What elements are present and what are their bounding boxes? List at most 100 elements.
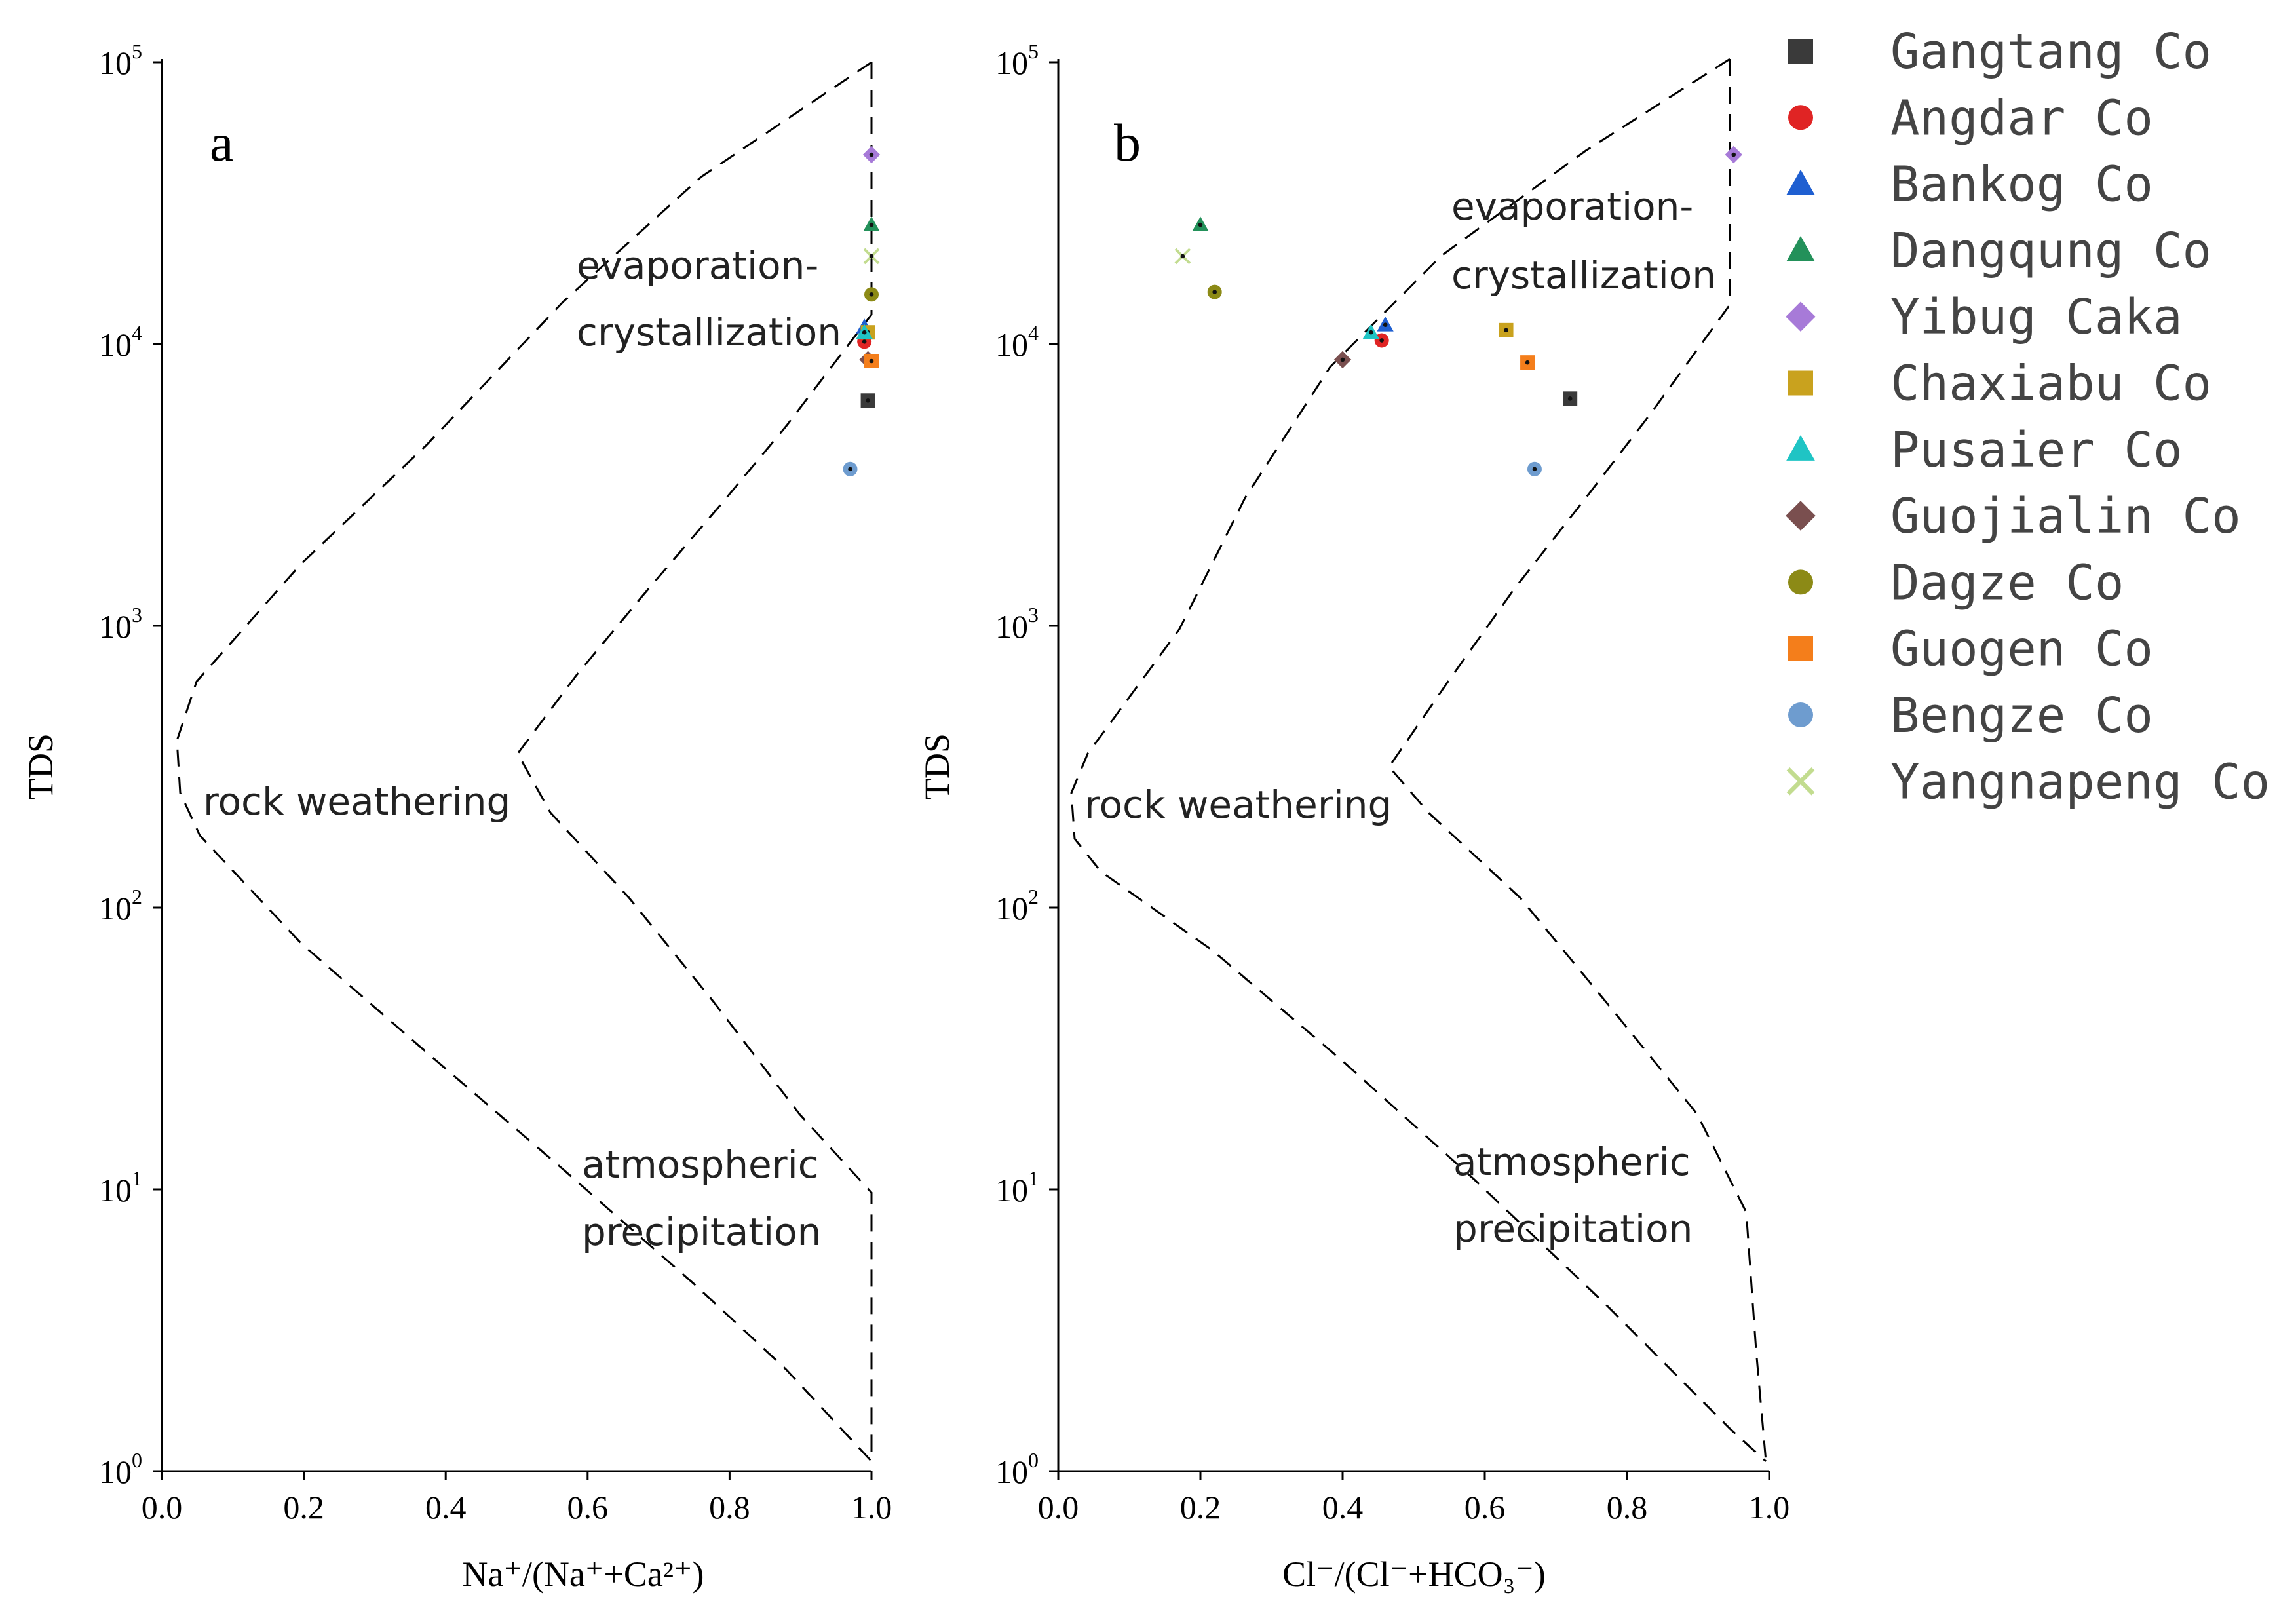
legend-marker-bankog-co <box>1786 169 1815 195</box>
panel-b-y-axis-title: TDS <box>917 733 957 800</box>
panel-b-x-tick-label-1: 0.2 <box>1180 1489 1221 1526</box>
panel-a-point-guogen-co-center <box>869 358 874 364</box>
legend-label-angdar-co: Angdar Co <box>1890 90 2153 146</box>
panel-b-y-tick-label-0: 100 <box>995 1448 1039 1490</box>
panel-b-atmospheric-label-2: precipitation <box>1453 1206 1693 1251</box>
legend-marker-dangqung-co <box>1786 236 1815 261</box>
legend-marker-gangtang-co <box>1788 39 1813 64</box>
panel-b-right-boundary <box>1388 59 1767 1462</box>
legend-marker-dagze-co <box>1788 569 1813 595</box>
panel-b-x-tick-label-5: 1.0 <box>1749 1489 1790 1526</box>
panel-a-left-boundary <box>176 61 873 1463</box>
panel-b-point-guogen-co-center <box>1525 360 1530 365</box>
panel-b-point-pusaier-co-center <box>1369 330 1373 335</box>
panel-a-letter: a <box>210 113 233 172</box>
legend-marker-chaxiabu-co <box>1788 370 1813 396</box>
legend-label-yibug-caka: Yibug Caka <box>1890 289 2183 345</box>
legend-marker-bengze-co <box>1788 702 1813 727</box>
panel-b-point-angdar-co-center <box>1379 338 1384 343</box>
panel-b-x-tick-label-3: 0.6 <box>1464 1489 1506 1526</box>
panel-a-evaporation-label-1: evaporation- <box>577 243 818 288</box>
panel-a-atmospheric-label-1: atmospheric <box>582 1142 819 1187</box>
panel-b-y-tick-label-2: 102 <box>995 885 1039 927</box>
panel-a-y-tick-base-3: 10 <box>99 608 132 645</box>
panel-a-x-tick-label-4: 0.8 <box>709 1489 750 1526</box>
panel-a-point-angdar-co-center <box>862 339 867 344</box>
panel-b-evaporation-label-1: evaporation- <box>1451 184 1693 229</box>
panel-a-x-tick-label-1: 0.2 <box>283 1489 324 1526</box>
panel-a-evaporation-label-2: crystallization <box>577 310 841 355</box>
panel-a-y-tick-base-5: 10 <box>99 45 132 81</box>
panel-b-x-tick-label-0: 0.0 <box>1038 1489 1079 1526</box>
panel-b-point-yibug-caka-center <box>1731 152 1736 157</box>
panel-a-x-tick-label-2: 0.4 <box>425 1489 467 1526</box>
legend-marker-pusaier-co <box>1786 434 1815 461</box>
panel-a-y-tick-label-0: 100 <box>99 1448 142 1490</box>
panel-b-point-guojialin-co-center <box>1340 357 1345 362</box>
panel-a-y-axis-title: TDS <box>21 733 60 800</box>
panel-b-y-tick-base-3: 10 <box>995 608 1028 645</box>
legend-label-dagze-co: Dagze Co <box>1890 554 2124 611</box>
legend-label-bengze-co: Bengze Co <box>1890 687 2153 744</box>
panel-a-x-tick-label-0: 0.0 <box>142 1489 183 1526</box>
panel-a-point-bengze-co-center <box>848 467 852 472</box>
legend-label-pusaier-co: Pusaier Co <box>1890 422 2183 478</box>
legend: Gangtang Co Angdar Co Bankog Co Dangqung Co… <box>1786 24 2270 810</box>
legend-marker-angdar-co <box>1788 105 1813 130</box>
panel-b-point-dangqung-co-center <box>1198 222 1203 227</box>
panel-a-point-dagze-co-center <box>869 292 874 297</box>
panel-a-y-tick-exp-5: 5 <box>132 39 142 63</box>
panel-b-point-dagze-co-center <box>1212 290 1217 294</box>
legend-label-bankog-co: Bankog Co <box>1890 157 2153 213</box>
legend-label-guojialin-co: Guojialin Co <box>1890 488 2241 545</box>
panel-a-y-tick-exp-1: 1 <box>132 1166 142 1190</box>
panel-b-y-tick-base-2: 10 <box>995 890 1028 927</box>
panel-a-x-axis-title: Na⁺/(Na⁺+Ca²⁺) <box>462 1554 704 1594</box>
panel-a-y-tick-base-0: 10 <box>99 1453 132 1490</box>
panel-a-point-dangqung-co-center <box>869 222 874 227</box>
panel-b-y-tick-label-3: 103 <box>995 603 1039 645</box>
panel-b-y-tick-base-1: 10 <box>995 1172 1028 1208</box>
panel-a-point-gangtang-co-center <box>866 398 870 403</box>
legend-marker-guojialin-co <box>1786 501 1816 531</box>
panel-a-y-tick-label-1: 101 <box>99 1166 142 1208</box>
legend-label-guogen-co: Guogen Co <box>1890 621 2153 678</box>
legend-label-gangtang-co: Gangtang Co <box>1890 24 2211 80</box>
panel-a-y-tick-exp-2: 2 <box>132 885 142 908</box>
legend-label-chaxiabu-co: Chaxiabu Co <box>1890 356 2211 412</box>
panel-b-y-tick-exp-3: 3 <box>1028 603 1039 626</box>
panel-b-point-chaxiabu-co-center <box>1504 328 1508 333</box>
panel-b-rock-weathering-label: rock weathering <box>1084 782 1392 827</box>
panel-b-x-tick-label-4: 0.8 <box>1607 1489 1648 1526</box>
panel-b-y-tick-base-4: 10 <box>995 326 1028 363</box>
panel-b-evaporation-label-2: crystallization <box>1451 253 1716 298</box>
panel-b-y-tick-exp-2: 2 <box>1028 885 1039 908</box>
panel-a-rock-weathering-label: rock weathering <box>203 779 510 824</box>
panel-a-x-tick-label-3: 0.6 <box>567 1489 609 1526</box>
panel-a-x-tick-label-5: 1.0 <box>851 1489 892 1526</box>
panel-b-point-bankog-co-center <box>1383 322 1388 327</box>
panel-a-point-yibug-caka-center <box>869 152 874 157</box>
panel-b-y-tick-base-0: 10 <box>995 1453 1028 1490</box>
panel-b-y-tick-exp-0: 0 <box>1028 1448 1039 1472</box>
panel-a-y-tick-exp-0: 0 <box>132 1448 142 1472</box>
panel-a-y-tick-base-1: 10 <box>99 1172 132 1208</box>
panel-b-left-boundary <box>1070 58 1767 1463</box>
panel-b-x-tick-label-2: 0.4 <box>1322 1489 1364 1526</box>
legend-label-yangnapeng-co: Yangnapeng Co <box>1890 754 2270 810</box>
panel-a-y-tick-base-2: 10 <box>99 890 132 927</box>
legend-marker-yibug-caka <box>1786 301 1816 332</box>
panel-b-y-tick-base-5: 10 <box>995 45 1028 81</box>
panel-b-x-axis-title: Cl⁻/(Cl⁻+HCO₃⁻) <box>1282 1554 1546 1594</box>
panel-a-y-tick-exp-4: 4 <box>132 321 142 345</box>
panel-b-letter: b <box>1114 113 1141 172</box>
panel-b-atmospheric-label-1: atmospheric <box>1453 1140 1691 1184</box>
panel-b-data-points <box>1174 145 1742 476</box>
panel-a-data-points <box>843 145 881 476</box>
panel-b-y-tick-label-1: 101 <box>995 1166 1039 1208</box>
